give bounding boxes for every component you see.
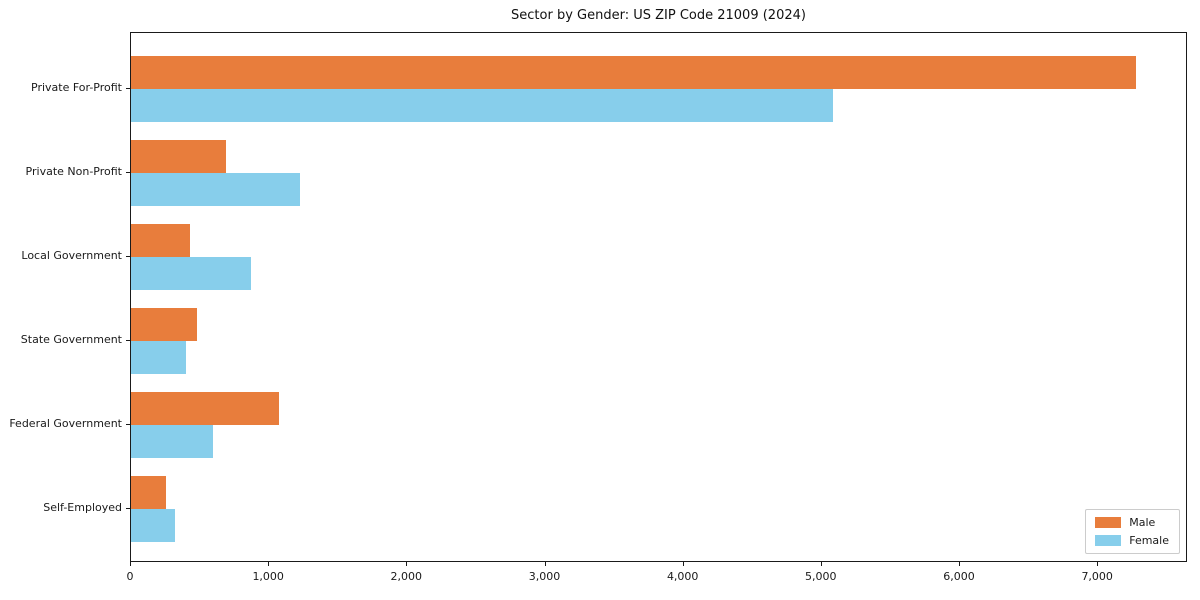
xtick-mark	[268, 562, 270, 566]
bar-female-local-government	[131, 257, 252, 290]
xtick-mark	[1097, 562, 1099, 566]
legend-entry-male: Male	[1095, 517, 1169, 528]
ytick-mark	[126, 340, 130, 341]
xtick-label-5000: 5,000	[805, 570, 837, 583]
ytick-label-self-employed: Self-Employed	[43, 501, 122, 514]
legend-entry-female: Female	[1095, 535, 1169, 546]
bar-male-local-government	[131, 224, 191, 257]
xtick-mark	[544, 562, 546, 566]
ytick-mark	[126, 424, 130, 425]
legend-label-male: Male	[1129, 516, 1156, 529]
ytick-mark	[126, 256, 130, 257]
xtick-label-7000: 7,000	[1081, 570, 1113, 583]
xtick-label-2000: 2,000	[390, 570, 423, 583]
bar-female-federal-government	[131, 425, 213, 458]
chart-title: Sector by Gender: US ZIP Code 21009 (202…	[511, 8, 806, 23]
plot-area: Male Female	[130, 32, 1187, 562]
bar-male-state-government	[131, 308, 198, 341]
xtick-label-0: 0	[126, 570, 134, 583]
bar-female-self-employed	[131, 509, 176, 542]
ytick-label-local-government: Local Government	[21, 249, 122, 262]
male-color-swatch	[1095, 517, 1122, 528]
bar-male-federal-government	[131, 392, 279, 425]
ytick-label-federal-government: Federal Government	[9, 417, 122, 430]
bar-female-private-non-profit	[131, 173, 300, 206]
xtick-mark	[130, 562, 131, 566]
ytick-mark	[126, 172, 130, 173]
xtick-mark	[820, 562, 822, 566]
xtick-mark	[682, 562, 684, 566]
xtick-label-3000: 3,000	[528, 570, 561, 583]
bar-male-private-non-profit	[131, 140, 227, 173]
xtick-label-6000: 6,000	[943, 570, 975, 583]
ytick-label-private-non-profit: Private Non-Profit	[25, 165, 122, 178]
xtick-mark	[406, 562, 408, 566]
ytick-label-private-for-profit: Private For-Profit	[31, 81, 122, 94]
xtick-label-4000: 4,000	[666, 570, 699, 583]
female-color-swatch	[1095, 535, 1122, 546]
legend: Male Female	[1085, 509, 1180, 554]
ytick-label-state-government: State Government	[20, 333, 122, 346]
ytick-mark	[126, 88, 130, 89]
xtick-label-1000: 1,000	[252, 570, 284, 583]
bar-male-self-employed	[131, 476, 166, 509]
legend-label-female: Female	[1129, 534, 1169, 547]
bar-female-private-for-profit	[131, 89, 833, 122]
ytick-mark	[126, 508, 130, 509]
bar-female-state-government	[131, 341, 187, 374]
bar-male-private-for-profit	[131, 56, 1136, 89]
xtick-mark	[959, 562, 960, 566]
